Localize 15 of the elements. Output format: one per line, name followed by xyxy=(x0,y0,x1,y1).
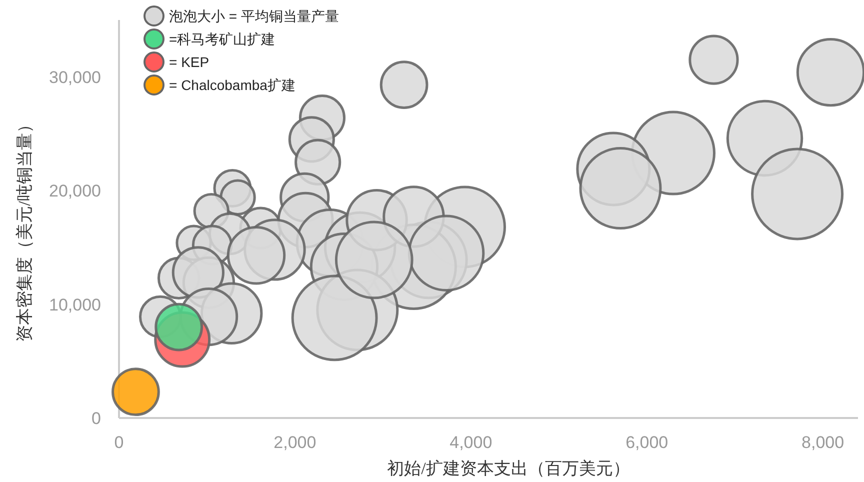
legend-label: 泡泡大小 = 平均铜当量产量 xyxy=(169,8,339,24)
legend-label: = KEP xyxy=(169,54,210,70)
legend-label: =科马考矿山扩建 xyxy=(169,31,276,47)
x-tick-label: 0 xyxy=(114,433,124,452)
legend-label: = Chalcobamba扩建 xyxy=(169,77,296,93)
x-tick-label: 2,000 xyxy=(274,433,316,452)
y-tick-label: 30,000 xyxy=(49,68,101,87)
x-tick-label: 4,000 xyxy=(450,433,492,452)
y-tick-label: 10,000 xyxy=(49,295,101,314)
x-tick-label: 8,000 xyxy=(802,433,844,452)
y-tick-label: 20,000 xyxy=(49,182,101,201)
x-axis-title: 初始/扩建资本支出（百万美元） xyxy=(387,459,630,478)
y-axis-title: 资本密集度（美元/吨铜当量） xyxy=(15,116,34,342)
x-tick-label: 6,000 xyxy=(626,433,668,452)
y-tick-label: 0 xyxy=(92,409,101,428)
